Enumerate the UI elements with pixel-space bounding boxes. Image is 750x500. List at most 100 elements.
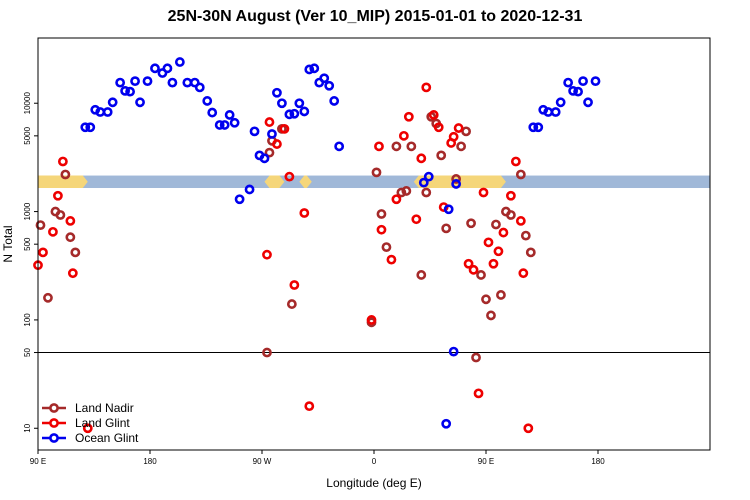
data-point-land-nadir	[55, 210, 66, 220]
data-point-ocean-glint	[533, 122, 544, 133]
data-point-ocean-glint	[115, 77, 126, 88]
data-point-ocean-glint	[85, 122, 96, 133]
land-band-segment	[299, 175, 312, 189]
data-point-land-nadir	[43, 292, 53, 303]
data-point-land-nadir	[376, 209, 387, 219]
data-point-land-glint	[421, 82, 432, 93]
data-point-land-glint	[453, 123, 464, 133]
data-point-land-nadir	[70, 247, 81, 258]
data-point-ocean-glint	[224, 110, 235, 120]
data-point-land-nadir	[476, 270, 486, 280]
data-point-land-glint	[515, 216, 526, 226]
data-point-ocean-glint	[219, 120, 230, 130]
data-point-land-glint	[67, 268, 78, 279]
data-point-ocean-glint	[319, 73, 330, 84]
data-point-land-glint	[403, 111, 414, 122]
data-point-ocean-glint	[167, 77, 178, 88]
data-point-ocean-glint	[528, 122, 539, 133]
data-point-land-glint	[505, 190, 516, 201]
data-point-ocean-glint	[107, 97, 118, 108]
data-point-land-glint	[518, 268, 529, 279]
data-point-land-nadir	[35, 220, 46, 231]
data-point-land-glint	[299, 208, 310, 218]
data-point-ocean-glint	[207, 107, 218, 118]
data-point-land-glint	[468, 264, 479, 275]
data-point-ocean-glint	[563, 77, 574, 88]
x-tick-label: 90 E	[30, 457, 46, 466]
data-point-land-glint	[433, 122, 444, 133]
data-point-ocean-glint	[284, 109, 295, 120]
data-point-ocean-glint	[418, 177, 429, 188]
data-point-ocean-glint	[550, 107, 561, 117]
data-point-ocean-glint	[272, 87, 282, 98]
data-point-land-glint	[374, 141, 384, 152]
y-axis: 10 50 100 500 1000 5000 10000	[23, 92, 38, 433]
data-point-ocean-glint	[543, 107, 554, 117]
data-points	[33, 57, 601, 434]
data-point-land-nadir	[286, 299, 297, 309]
x-tick-label: 180	[591, 457, 605, 466]
data-point-ocean-glint	[150, 63, 160, 74]
data-point-ocean-glint	[182, 77, 193, 88]
y-tick-label: 50	[23, 348, 32, 357]
data-point-ocean-glint	[299, 106, 310, 117]
data-point-land-glint	[65, 216, 76, 226]
data-point-land-nadir	[406, 141, 417, 152]
y-tick-label: 10	[23, 423, 32, 432]
data-point-land-nadir	[60, 169, 71, 180]
data-point-land-nadir	[491, 219, 501, 230]
data-point-land-glint	[398, 130, 409, 141]
data-point-land-glint	[366, 315, 377, 325]
data-point-land-nadir	[441, 223, 452, 234]
data-point-ocean-glint	[277, 98, 287, 109]
data-point-ocean-glint	[573, 86, 583, 97]
data-point-land-nadir	[496, 290, 506, 300]
data-point-ocean-glint	[125, 86, 135, 97]
y-tick-label: 5000	[23, 126, 32, 144]
data-point-ocean-glint	[267, 129, 277, 139]
data-point-ocean-glint	[304, 64, 315, 75]
data-point-ocean-glint	[448, 346, 459, 357]
data-point-ocean-glint	[80, 122, 91, 133]
data-point-ocean-glint	[309, 63, 320, 74]
data-point-land-glint	[284, 171, 295, 182]
data-point-ocean-glint	[578, 76, 588, 87]
legend-label: Ocean Glint	[75, 431, 139, 445]
data-point-ocean-glint	[443, 204, 454, 215]
data-point-ocean-glint	[555, 97, 566, 108]
data-point-ocean-glint	[189, 77, 200, 88]
data-point-land-nadir	[461, 126, 471, 137]
data-point-ocean-glint	[441, 418, 452, 429]
data-point-ocean-glint	[334, 141, 345, 152]
legend-marker	[49, 433, 59, 443]
data-point-land-glint	[448, 131, 459, 142]
data-point-land-nadir	[451, 174, 462, 184]
data-point-land-glint	[473, 388, 484, 399]
data-point-ocean-glint	[451, 179, 462, 189]
data-point-land-glint	[498, 227, 509, 238]
data-point-land-glint	[478, 187, 489, 198]
data-point-land-glint	[53, 190, 63, 201]
x-tick-label: 90 W	[253, 457, 272, 466]
data-point-ocean-glint	[289, 108, 300, 119]
data-point-land-nadir	[471, 352, 481, 363]
land-band-segment	[264, 175, 285, 189]
data-point-land-nadir	[436, 150, 447, 161]
x-axis: 90 E 180 90 W 0 90 E 180	[30, 450, 605, 466]
x-tick-label: 0	[372, 457, 377, 466]
data-point-ocean-glint	[130, 76, 140, 87]
data-point-ocean-glint	[174, 57, 185, 67]
data-point-land-glint	[262, 249, 272, 260]
data-point-land-glint	[38, 247, 48, 258]
data-point-land-glint	[57, 156, 68, 167]
data-point-land-glint	[48, 226, 58, 237]
data-point-land-nadir	[396, 187, 407, 198]
land-band-segment	[38, 175, 88, 189]
data-point-land-glint	[264, 117, 275, 127]
data-point-land-nadir	[381, 242, 392, 252]
data-point-land-glint	[289, 280, 300, 290]
data-point-land-nadir	[515, 169, 526, 180]
y-tick-label: 100	[23, 313, 32, 327]
data-point-ocean-glint	[249, 126, 260, 137]
